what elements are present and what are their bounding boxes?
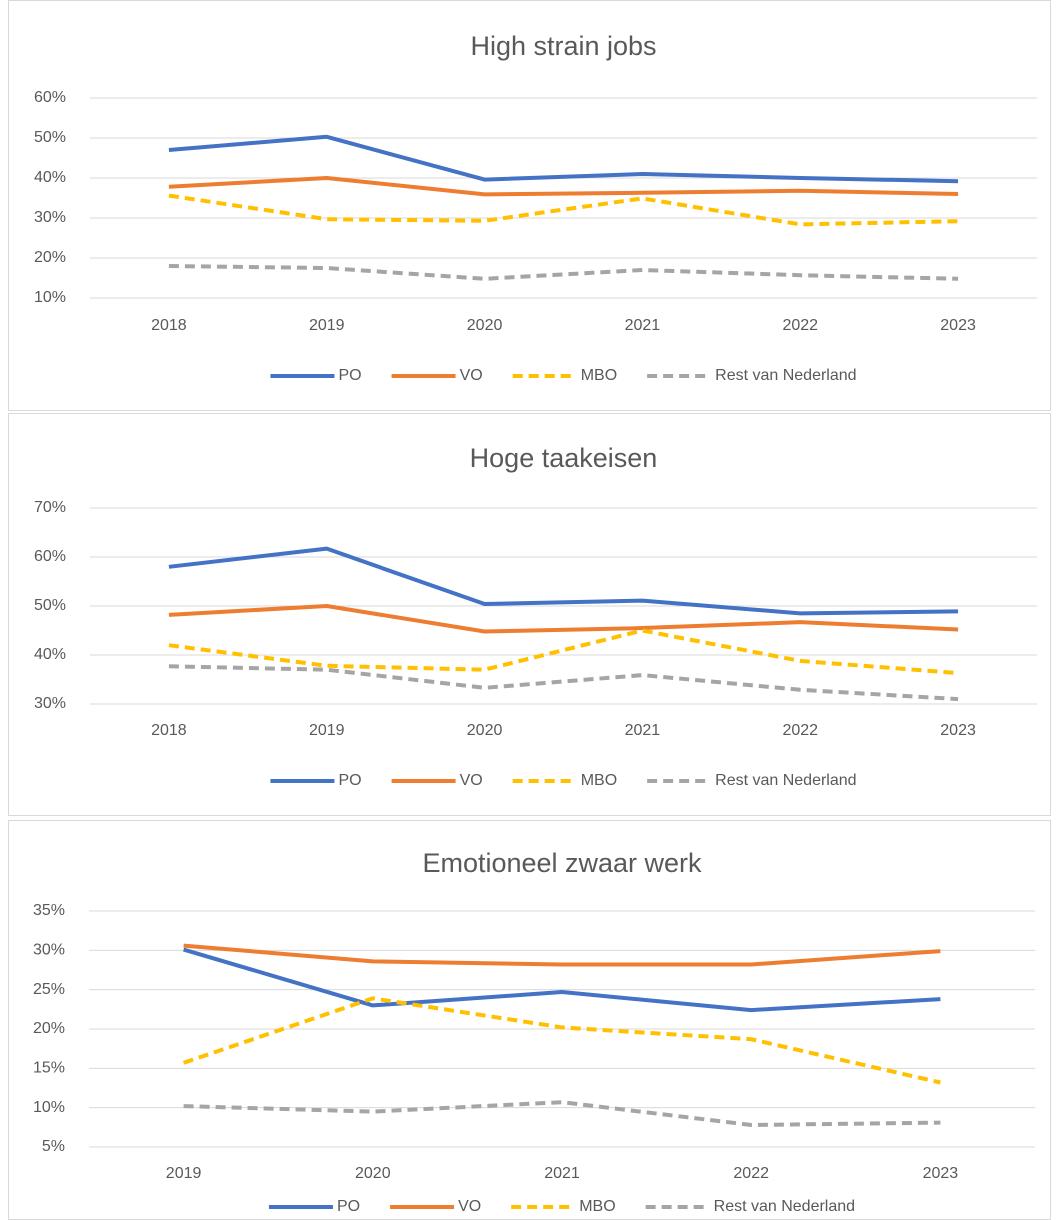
legend-label: VO <box>460 772 483 789</box>
chart-frame <box>8 0 1051 411</box>
y-tick-label: 30% <box>34 209 66 226</box>
series-line <box>182 996 941 1085</box>
x-tick-label: 2018 <box>151 722 187 739</box>
legend: PO VO MBO Rest van Nederland <box>270 367 857 384</box>
legend-label: VO <box>458 1198 481 1215</box>
legend-label: Rest van Nederland <box>714 1198 855 1215</box>
x-tick-label: 2021 <box>544 1165 580 1182</box>
x-tick-label: 2022 <box>782 317 818 334</box>
y-tick-label: 5% <box>42 1138 65 1155</box>
y-tick-label: 30% <box>34 695 66 712</box>
y-tick-label: 30% <box>33 942 65 959</box>
legend-label: PO <box>338 367 361 384</box>
chart-title: Hoge taakeisen <box>470 443 658 473</box>
legend-label: MBO <box>581 772 617 789</box>
legend-label: PO <box>338 772 361 789</box>
series-line <box>168 604 959 634</box>
x-tick-label: 2019 <box>309 722 345 739</box>
y-tick-label: 60% <box>34 89 66 106</box>
x-tick-label: 2021 <box>625 722 661 739</box>
series-line <box>183 947 941 1013</box>
y-tick-label: 40% <box>34 169 66 186</box>
legend-label: Rest van Nederland <box>715 367 856 384</box>
x-tick-label: 2023 <box>940 722 976 739</box>
series-line <box>168 664 959 702</box>
y-tick-label: 50% <box>34 597 66 614</box>
series-line <box>183 1100 941 1127</box>
y-tick-label: 50% <box>34 129 66 146</box>
x-tick-label: 2022 <box>782 722 818 739</box>
series-line <box>168 176 959 197</box>
x-tick-label: 2021 <box>625 317 661 334</box>
chart-frame <box>8 413 1051 816</box>
legend-label: MBO <box>579 1198 615 1215</box>
x-tick-label: 2020 <box>467 722 503 739</box>
x-tick-label: 2020 <box>355 1165 391 1182</box>
series-line <box>168 546 959 616</box>
chart-frame <box>8 820 1051 1220</box>
x-tick-label: 2023 <box>940 317 976 334</box>
y-tick-label: 10% <box>34 289 66 306</box>
series-line <box>168 134 959 184</box>
y-tick-label: 60% <box>34 548 66 565</box>
chart-title: Emotioneel zwaar werk <box>422 848 702 878</box>
series-line <box>183 943 941 967</box>
y-tick-label: 10% <box>33 1099 65 1116</box>
legend-label: VO <box>460 367 483 384</box>
y-tick-label: 20% <box>34 249 66 266</box>
x-tick-label: 2019 <box>166 1165 202 1182</box>
chart-title: High strain jobs <box>470 31 656 61</box>
x-tick-label: 2019 <box>309 317 345 334</box>
x-tick-label: 2018 <box>151 317 187 334</box>
legend-label: Rest van Nederland <box>715 772 856 789</box>
series-line <box>168 264 959 281</box>
legend: PO VO MBO Rest van Nederland <box>270 772 857 789</box>
legend-label: MBO <box>581 367 617 384</box>
x-tick-label: 2020 <box>467 317 503 334</box>
y-tick-label: 35% <box>33 902 65 919</box>
legend: PO VO MBO Rest van Nederland <box>268 1198 855 1215</box>
x-tick-label: 2023 <box>923 1165 959 1182</box>
series-line <box>168 193 959 227</box>
series-line <box>168 628 959 676</box>
y-tick-label: 40% <box>34 646 66 663</box>
y-tick-label: 25% <box>33 981 65 998</box>
y-tick-label: 15% <box>33 1060 65 1077</box>
legend-label: PO <box>337 1198 360 1215</box>
y-tick-label: 20% <box>33 1020 65 1037</box>
y-tick-label: 70% <box>34 499 66 516</box>
x-tick-label: 2022 <box>733 1165 769 1182</box>
